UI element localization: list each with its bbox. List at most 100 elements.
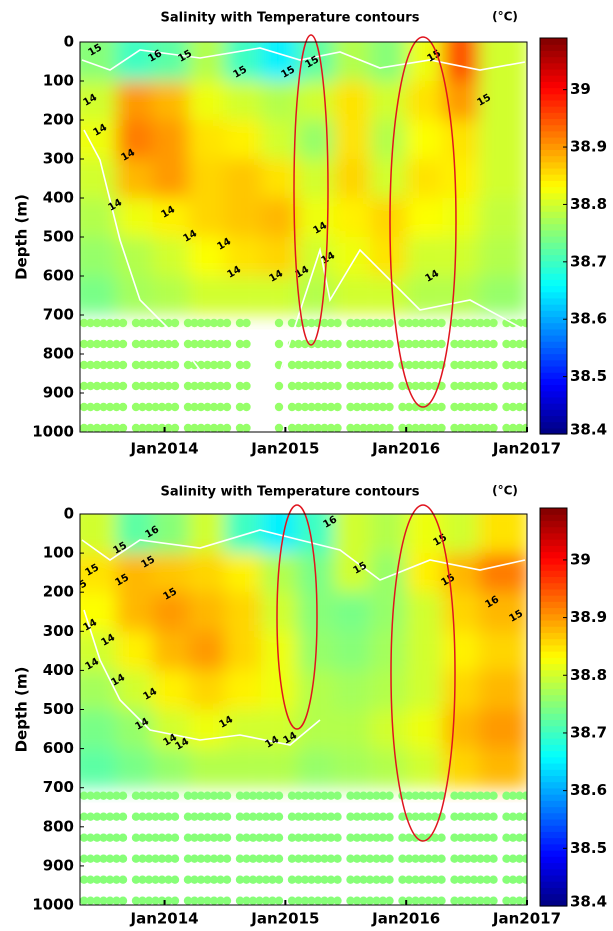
deep-dot	[235, 896, 245, 905]
deep-dot	[222, 402, 232, 412]
deep-dot	[346, 896, 355, 905]
heatmap-cell	[80, 514, 117, 554]
heatmap-cell	[188, 670, 225, 710]
heatmap-cell	[152, 81, 189, 120]
deep-dot	[313, 402, 323, 412]
deep-dot	[86, 360, 95, 370]
deep-dot	[359, 791, 368, 800]
colorbar-step	[540, 81, 567, 89]
deep-dot	[287, 812, 297, 821]
deep-dot	[385, 402, 394, 412]
colorbar-step	[540, 837, 567, 845]
deep-dot	[372, 423, 381, 432]
heatmap-cell	[80, 748, 117, 788]
deep-dot	[489, 381, 498, 391]
heatmap-cell	[188, 198, 225, 237]
colorbar-tick-label: 39	[570, 80, 591, 98]
heatmap-cell	[478, 748, 527, 788]
colorbar-step	[540, 322, 567, 330]
deep-dot	[157, 812, 167, 821]
deep-dot	[151, 875, 160, 884]
colorbar-step	[540, 850, 567, 857]
deep-dot	[203, 339, 212, 349]
heatmap-cell	[478, 237, 527, 276]
deep-dot	[99, 402, 108, 412]
deep-dot	[80, 360, 89, 370]
deep-dot	[482, 833, 492, 842]
deep-dot	[352, 402, 362, 412]
deep-dot	[196, 339, 206, 349]
deep-dot	[456, 896, 466, 905]
deep-dot	[365, 402, 375, 412]
deep-dot	[151, 854, 160, 863]
deep-dot	[144, 402, 154, 412]
heatmap-cell	[80, 709, 117, 749]
deep-dot	[476, 833, 485, 842]
colorbar-step	[540, 831, 567, 839]
deep-dot	[378, 812, 388, 821]
deep-dot	[112, 402, 121, 412]
deep-dot	[196, 402, 206, 412]
deep-dot	[92, 360, 102, 370]
heatmap-cell	[406, 81, 443, 120]
heatmap-cell	[406, 198, 443, 237]
deep-dot	[463, 812, 472, 821]
colorbar-step	[540, 297, 567, 305]
deep-dot	[411, 812, 420, 821]
deep-dot	[190, 402, 199, 412]
deep-dot	[476, 875, 485, 884]
deep-dot	[456, 812, 466, 821]
deep-dot	[378, 339, 388, 349]
deep-dot	[118, 875, 128, 884]
colorbar-step	[540, 781, 567, 789]
deep-dot	[489, 423, 498, 432]
deep-dot	[489, 896, 498, 905]
deep-dot	[157, 381, 167, 391]
heatmap-cell	[369, 198, 407, 237]
deep-dot	[450, 833, 459, 842]
deep-dot	[378, 360, 388, 370]
deep-dot	[144, 791, 154, 800]
deep-dot	[521, 339, 527, 349]
colorbar-step	[540, 651, 567, 658]
colorbar-step	[540, 744, 567, 752]
deep-dot	[326, 381, 336, 391]
colorbar-step	[540, 588, 567, 596]
colorbar-step	[540, 520, 567, 528]
deep-dot	[313, 360, 323, 370]
colorbar-step	[540, 143, 567, 150]
deep-dot	[521, 423, 527, 432]
deep-dot	[216, 791, 225, 800]
deep-dot	[157, 791, 167, 800]
deep-dot	[138, 875, 147, 884]
deep-dot	[112, 875, 121, 884]
heatmap-cell	[224, 198, 262, 237]
deep-dot	[196, 318, 206, 328]
deep-dot	[151, 339, 160, 349]
deep-dot	[183, 339, 193, 349]
deep-dot	[255, 791, 264, 800]
deep-dot	[268, 812, 277, 821]
colorbar-step	[540, 750, 567, 758]
deep-dot	[118, 833, 128, 842]
colorbar-step	[540, 595, 567, 602]
deep-dot	[352, 854, 362, 863]
heatmap-cell	[442, 631, 479, 671]
heatmap-cell	[152, 631, 189, 671]
deep-dot	[456, 423, 466, 432]
heatmap-cell	[369, 709, 407, 749]
deep-dot	[170, 791, 180, 800]
deep-dot	[482, 318, 492, 328]
deep-dot	[157, 402, 167, 412]
deep-dot	[508, 360, 518, 370]
colorbar-step	[540, 198, 567, 206]
deep-dot	[352, 318, 362, 328]
deep-dot	[502, 381, 511, 391]
deep-dot	[268, 896, 277, 905]
deep-dot	[430, 854, 440, 863]
deep-dot	[482, 854, 492, 863]
deep-dot	[502, 854, 511, 863]
deep-dot	[417, 339, 427, 349]
colorbar-step	[540, 372, 567, 379]
